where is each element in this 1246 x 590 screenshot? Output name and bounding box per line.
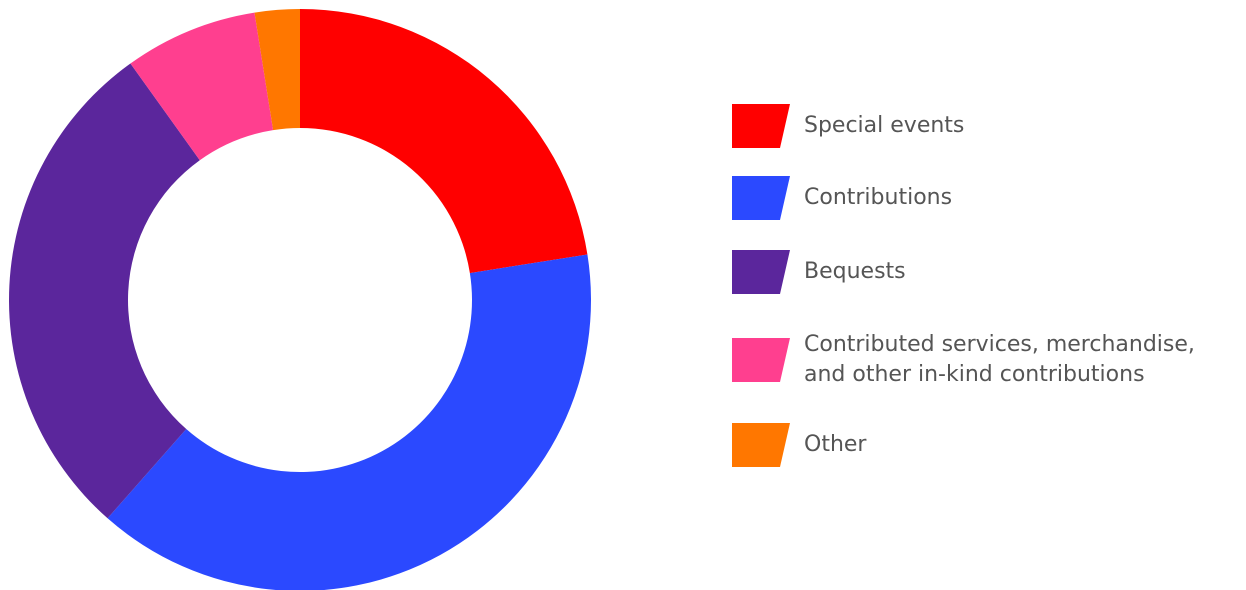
legend-item-special-events: Special events xyxy=(730,90,1246,162)
legend-item-other: Other xyxy=(730,410,1246,480)
legend-swatch-shape xyxy=(732,104,790,148)
donut-slice-special-events xyxy=(300,9,588,274)
legend-label: Other xyxy=(804,432,867,457)
legend-swatch xyxy=(730,102,792,150)
legend-item-contributed-services: Contributed services, merchandise, and o… xyxy=(730,310,1246,410)
legend-label: Bequests xyxy=(804,259,906,284)
chart-legend: Special events Contributions Bequests Co… xyxy=(730,90,1246,480)
legend-item-contributions: Contributions xyxy=(730,162,1246,234)
legend-label: Contributed services, merchandise, and o… xyxy=(804,332,1195,387)
legend-swatch-shape xyxy=(732,176,790,220)
legend-item-bequests: Bequests xyxy=(730,234,1246,310)
legend-swatch-shape xyxy=(732,423,790,467)
donut-slice-contributed-services xyxy=(130,12,274,161)
legend-swatch-shape xyxy=(732,338,790,382)
donut-slice-other xyxy=(254,9,300,131)
legend-swatch-shape xyxy=(732,250,790,294)
donut-slice-contributions xyxy=(107,254,591,590)
donut-slice-bequests xyxy=(9,63,200,519)
legend-label: Special events xyxy=(804,113,965,138)
legend-swatch xyxy=(730,336,792,384)
legend-swatch xyxy=(730,248,792,296)
legend-swatch xyxy=(730,421,792,469)
legend-label: Contributions xyxy=(804,185,953,210)
donut-chart xyxy=(9,9,591,590)
legend-swatch xyxy=(730,174,792,222)
